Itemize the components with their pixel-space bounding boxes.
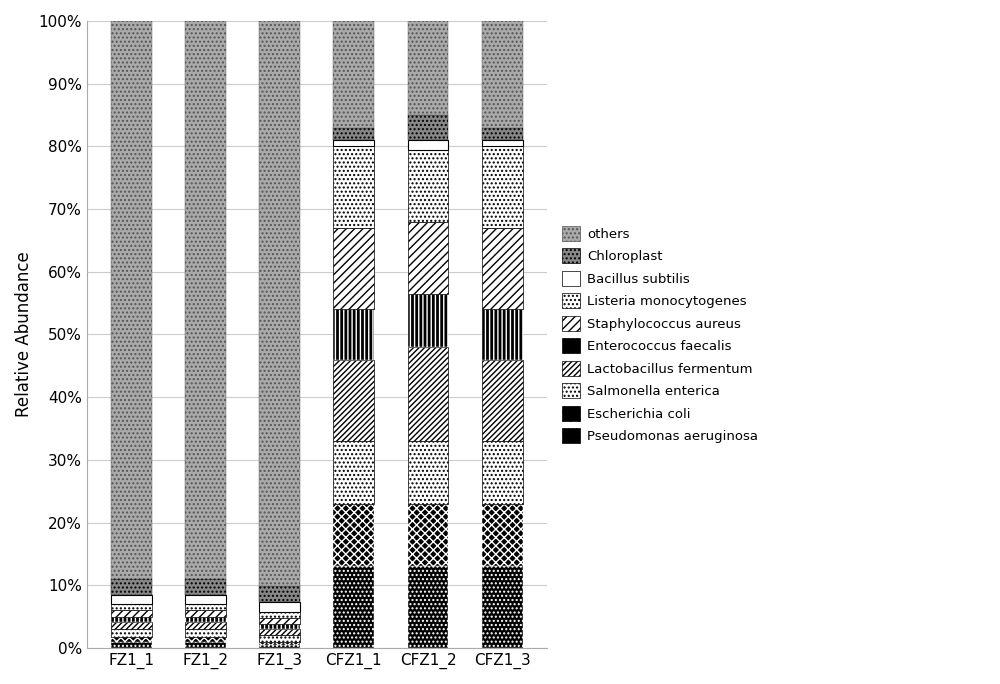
Bar: [185, 21, 226, 579]
Bar: [408, 347, 448, 441]
Bar: [333, 566, 374, 648]
Bar: [482, 566, 523, 648]
Bar: [259, 602, 300, 611]
Bar: [333, 441, 374, 503]
Bar: [482, 21, 523, 128]
Bar: [185, 629, 226, 637]
Bar: [259, 635, 300, 642]
Bar: [333, 228, 374, 309]
Bar: [482, 140, 523, 146]
Bar: [259, 629, 300, 635]
Bar: [185, 637, 226, 642]
Bar: [482, 146, 523, 228]
Bar: [259, 611, 300, 618]
Bar: [408, 115, 448, 140]
Bar: [333, 21, 374, 128]
Y-axis label: Relative Abundance: Relative Abundance: [15, 252, 33, 417]
Bar: [111, 637, 152, 642]
Bar: [408, 222, 448, 293]
Bar: [482, 128, 523, 140]
Bar: [482, 309, 523, 360]
Bar: [482, 441, 523, 503]
Bar: [185, 610, 226, 616]
Bar: [333, 309, 374, 360]
Bar: [333, 140, 374, 146]
Bar: [111, 629, 152, 637]
Bar: [185, 604, 226, 610]
Bar: [111, 642, 152, 648]
Bar: [259, 618, 300, 624]
Bar: [111, 21, 152, 579]
Bar: [111, 594, 152, 604]
Bar: [333, 146, 374, 228]
Bar: [408, 441, 448, 503]
Bar: [185, 642, 226, 648]
Bar: [259, 642, 300, 645]
Bar: [111, 604, 152, 610]
Bar: [408, 566, 448, 648]
Bar: [185, 616, 226, 622]
Bar: [185, 594, 226, 604]
Bar: [408, 503, 448, 566]
Legend: others, Chloroplast, Bacillus subtilis, Listeria monocytogenes, Staphylococcus a: others, Chloroplast, Bacillus subtilis, …: [558, 222, 762, 447]
Bar: [259, 21, 300, 586]
Bar: [259, 586, 300, 602]
Bar: [259, 624, 300, 629]
Bar: [482, 360, 523, 441]
Bar: [333, 503, 374, 566]
Bar: [408, 140, 448, 150]
Bar: [111, 622, 152, 629]
Bar: [111, 616, 152, 622]
Bar: [185, 579, 226, 594]
Bar: [482, 228, 523, 309]
Bar: [259, 645, 300, 648]
Bar: [408, 150, 448, 222]
Bar: [408, 293, 448, 347]
Bar: [482, 503, 523, 566]
Bar: [185, 622, 226, 629]
Bar: [333, 360, 374, 441]
Bar: [408, 21, 448, 115]
Bar: [333, 128, 374, 140]
Bar: [111, 579, 152, 594]
Bar: [111, 610, 152, 616]
